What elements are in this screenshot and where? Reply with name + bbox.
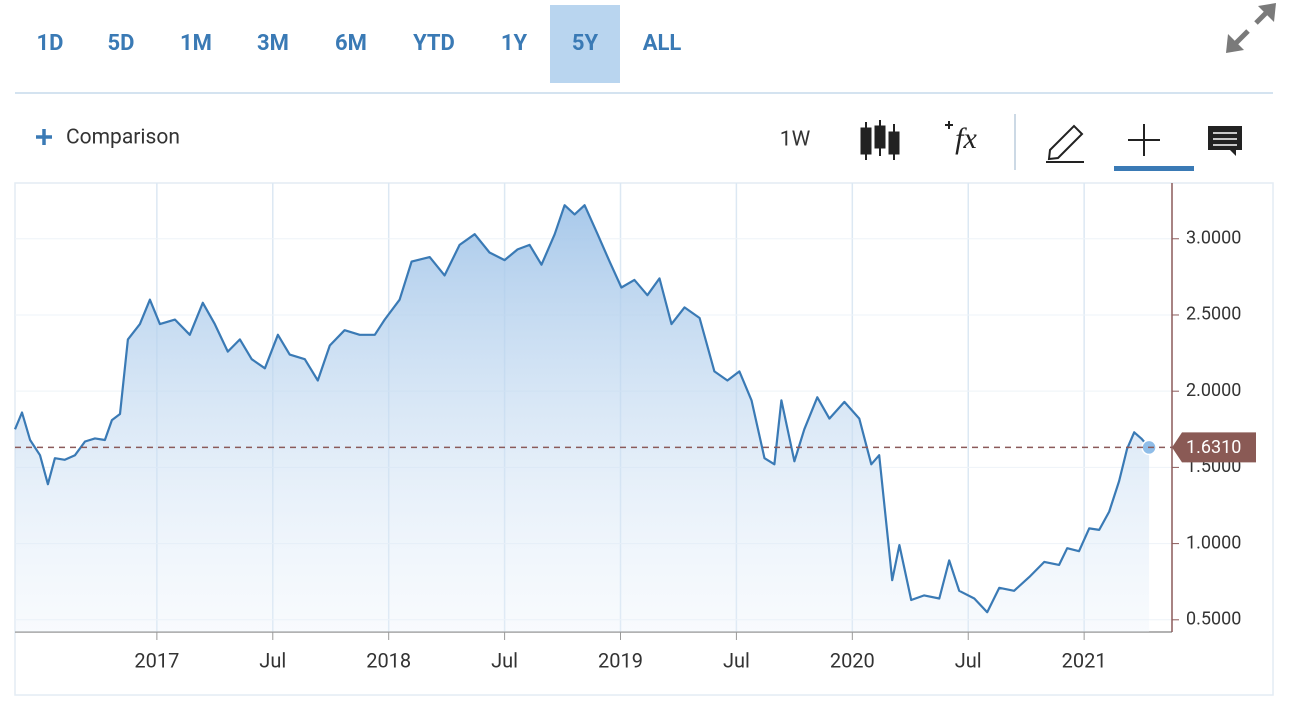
comparison-label: Comparison [66, 126, 180, 150]
range-bar: 1D 5D 1M 3M 6M YTD 1Y 5Y ALL [37, 5, 682, 83]
price-tag-label: 1.6310 [1186, 437, 1241, 458]
range-label: ALL [643, 31, 682, 56]
y-tick-label: 2.0000 [1186, 380, 1241, 401]
range-label: 6M [335, 31, 367, 56]
range-button[interactable]: 5Y [550, 5, 620, 83]
interval-button[interactable]: 1W [780, 128, 811, 152]
x-tick-label: Jul [491, 648, 518, 672]
line [13, 204, 1150, 614]
range-button[interactable]: 3M [257, 31, 289, 56]
range-button[interactable]: ALL [643, 31, 682, 56]
range-button[interactable]: 1D [37, 31, 64, 56]
candlestick-icon[interactable] [860, 120, 900, 160]
range-button[interactable]: 5D [108, 31, 135, 56]
draw-icon[interactable] [1046, 124, 1084, 163]
comparison-button[interactable]: Comparison [36, 126, 180, 150]
y-tick-label: 3.0000 [1186, 228, 1241, 249]
range-label: YTD [413, 31, 455, 56]
range-button[interactable]: 1M [180, 31, 212, 56]
range-label: 5D [108, 31, 135, 56]
range-label: 1Y [501, 31, 528, 56]
range-button[interactable]: YTD [413, 31, 455, 56]
x-tick-label: 2018 [366, 648, 411, 672]
range-button[interactable]: 6M [335, 31, 367, 56]
y-tick-label: 2.5000 [1186, 304, 1241, 325]
range-active [550, 5, 620, 83]
studies-label: fx [955, 122, 977, 155]
price-tag [1172, 432, 1256, 463]
x-tick-label: 2020 [830, 648, 875, 672]
x-tick-label: Jul [723, 648, 750, 672]
range-button[interactable]: 1Y [501, 31, 528, 56]
y-tick-label: 1.0000 [1186, 532, 1241, 553]
x-tick-label: 2021 [1062, 648, 1107, 672]
range-label: 1M [180, 31, 212, 56]
expand-icon[interactable] [1226, 3, 1276, 53]
x-tick-label: Jul [955, 648, 982, 672]
plot: 2017 Jul 2018 Jul 2019 Jul 2020 Jul 2021 0.5000 1.… [13, 183, 1256, 672]
x-tick-label: Jul [259, 648, 286, 672]
range-label: 1D [37, 31, 64, 56]
y-tick-label: 0.5000 [1186, 609, 1241, 630]
comment-icon[interactable] [1208, 126, 1242, 156]
plus-icon [36, 129, 52, 145]
area [15, 205, 1150, 632]
crosshair-button[interactable] [1114, 124, 1194, 171]
x-tick-label: 2019 [598, 648, 643, 672]
range-label: 5Y [572, 31, 599, 56]
range-label: 3M [257, 31, 289, 56]
studies-icon[interactable]: fx [945, 121, 978, 155]
x-tick-label: 2017 [134, 648, 179, 672]
